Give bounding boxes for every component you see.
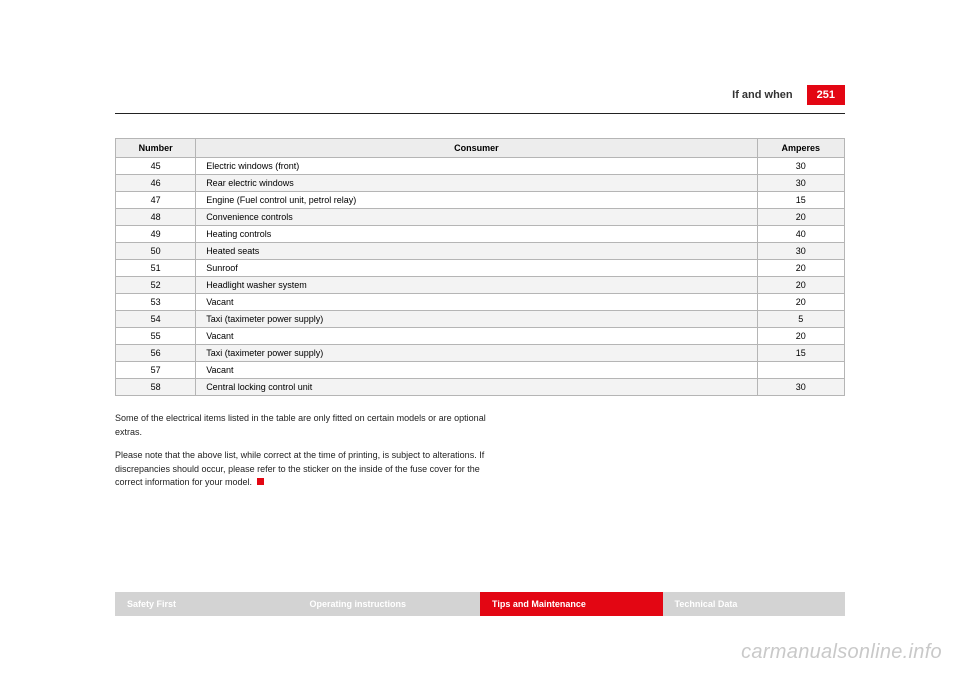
paragraph-1: Some of the electrical items listed in t… [115,412,495,439]
cell-number: 54 [116,311,196,328]
cell-number: 50 [116,243,196,260]
cell-amperes: 20 [757,294,844,311]
cell-number: 55 [116,328,196,345]
cell-number: 47 [116,192,196,209]
section-title: If and when [732,89,793,101]
cell-number: 45 [116,158,196,175]
table-row: 56Taxi (taximeter power supply)15 [116,345,845,362]
cell-number: 52 [116,277,196,294]
cell-amperes: 30 [757,158,844,175]
cell-consumer: Vacant [196,362,757,379]
cell-consumer: Engine (Fuel control unit, petrol relay) [196,192,757,209]
paragraph-2: Please note that the above list, while c… [115,449,495,490]
cell-consumer: Rear electric windows [196,175,757,192]
table-row: 51Sunroof20 [116,260,845,277]
tab-technical-data[interactable]: Technical Data [663,592,846,616]
cell-consumer: Sunroof [196,260,757,277]
footer-tabs: Safety First Operating instructions Tips… [115,592,845,616]
cell-amperes: 20 [757,328,844,345]
page-header: If and when 251 [115,85,845,105]
page-number: 251 [807,85,845,105]
cell-consumer: Vacant [196,328,757,345]
cell-consumer: Taxi (taximeter power supply) [196,345,757,362]
table-row: 55Vacant20 [116,328,845,345]
tab-operating-instructions[interactable]: Operating instructions [298,592,481,616]
watermark: carmanualsonline.info [741,641,942,664]
cell-amperes: 20 [757,277,844,294]
cell-amperes: 15 [757,345,844,362]
cell-amperes: 30 [757,243,844,260]
table-header-row: Number Consumer Amperes [116,139,845,158]
col-consumer: Consumer [196,139,757,158]
cell-consumer: Electric windows (front) [196,158,757,175]
cell-amperes: 30 [757,379,844,396]
cell-number: 56 [116,345,196,362]
table-row: 45Electric windows (front)30 [116,158,845,175]
end-square-icon [257,478,264,485]
cell-amperes: 15 [757,192,844,209]
fuse-table: Number Consumer Amperes 45Electric windo… [115,138,845,396]
table-row: 54Taxi (taximeter power supply)5 [116,311,845,328]
cell-number: 58 [116,379,196,396]
body-text: Some of the electrical items listed in t… [115,412,495,490]
cell-amperes [757,362,844,379]
cell-amperes: 20 [757,209,844,226]
cell-amperes: 20 [757,260,844,277]
col-amperes: Amperes [757,139,844,158]
tab-label: Tips and Maintenance [492,599,586,609]
header-rule [115,113,845,114]
tab-safety-first[interactable]: Safety First [115,592,298,616]
cell-consumer: Heated seats [196,243,757,260]
cell-number: 49 [116,226,196,243]
cell-number: 51 [116,260,196,277]
table-row: 50Heated seats30 [116,243,845,260]
table-row: 53Vacant20 [116,294,845,311]
table-row: 58Central locking control unit30 [116,379,845,396]
tab-tips-and-maintenance[interactable]: Tips and Maintenance [480,592,663,616]
cell-number: 57 [116,362,196,379]
cell-number: 48 [116,209,196,226]
tab-label: Safety First [127,599,176,609]
table-row: 49Heating controls40 [116,226,845,243]
col-number: Number [116,139,196,158]
cell-consumer: Heating controls [196,226,757,243]
cell-consumer: Headlight washer system [196,277,757,294]
tab-label: Technical Data [675,599,738,609]
tab-label: Operating instructions [310,599,407,609]
cell-amperes: 5 [757,311,844,328]
table-row: 48Convenience controls20 [116,209,845,226]
table-row: 47Engine (Fuel control unit, petrol rela… [116,192,845,209]
cell-consumer: Convenience controls [196,209,757,226]
cell-amperes: 40 [757,226,844,243]
cell-amperes: 30 [757,175,844,192]
cell-consumer: Vacant [196,294,757,311]
cell-consumer: Taxi (taximeter power supply) [196,311,757,328]
table-row: 46Rear electric windows30 [116,175,845,192]
table-row: 57Vacant [116,362,845,379]
cell-number: 46 [116,175,196,192]
cell-consumer: Central locking control unit [196,379,757,396]
cell-number: 53 [116,294,196,311]
table-row: 52Headlight washer system20 [116,277,845,294]
